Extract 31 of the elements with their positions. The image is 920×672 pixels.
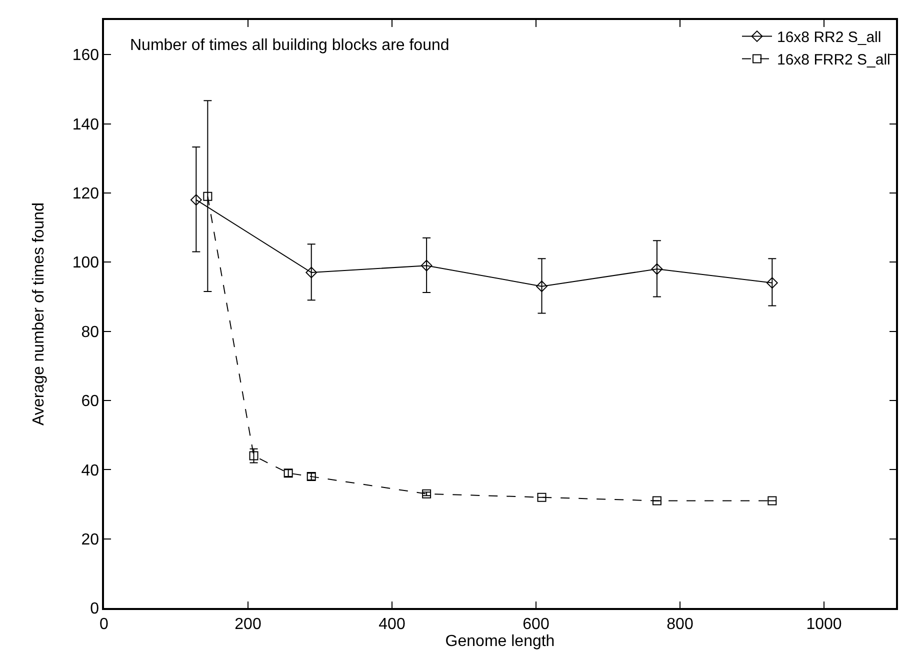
y-tick-label: 140	[72, 116, 100, 134]
point	[190, 194, 202, 206]
y-tick-label: 60	[81, 393, 100, 410]
point	[420, 260, 432, 272]
legend-label: 16x8 FRR2 S_all	[777, 52, 890, 69]
y-tick-label: 20	[81, 531, 100, 548]
point	[537, 492, 546, 502]
x-tick-label: 800	[666, 616, 694, 633]
y-tick-label: 120	[72, 186, 100, 203]
point	[652, 496, 662, 506]
point	[249, 451, 258, 460]
point	[651, 263, 663, 275]
point	[422, 489, 432, 498]
y-tick-label: 40	[81, 462, 100, 480]
y-tick-label: 0	[90, 600, 100, 618]
text: Number of times all building blocks are found	[130, 37, 450, 54]
point	[306, 266, 318, 278]
point	[768, 496, 777, 506]
y-tick-label: 100	[72, 254, 100, 272]
x-tick-label: 600	[522, 616, 550, 633]
point	[536, 280, 548, 292]
y-tick-label: 160	[72, 47, 100, 64]
x-tick-label: 200	[234, 616, 262, 633]
point	[766, 277, 778, 289]
y-axis-title: Average number of times found	[30, 202, 48, 426]
legend-label: 16x8 RR2 S_all	[777, 29, 882, 46]
x-axis-title: Genome length	[445, 632, 555, 650]
x-tick-label: 1000	[806, 616, 842, 633]
point	[203, 192, 212, 201]
y-tick-label: 80	[81, 324, 100, 341]
x-tick-label: 400	[378, 616, 406, 633]
